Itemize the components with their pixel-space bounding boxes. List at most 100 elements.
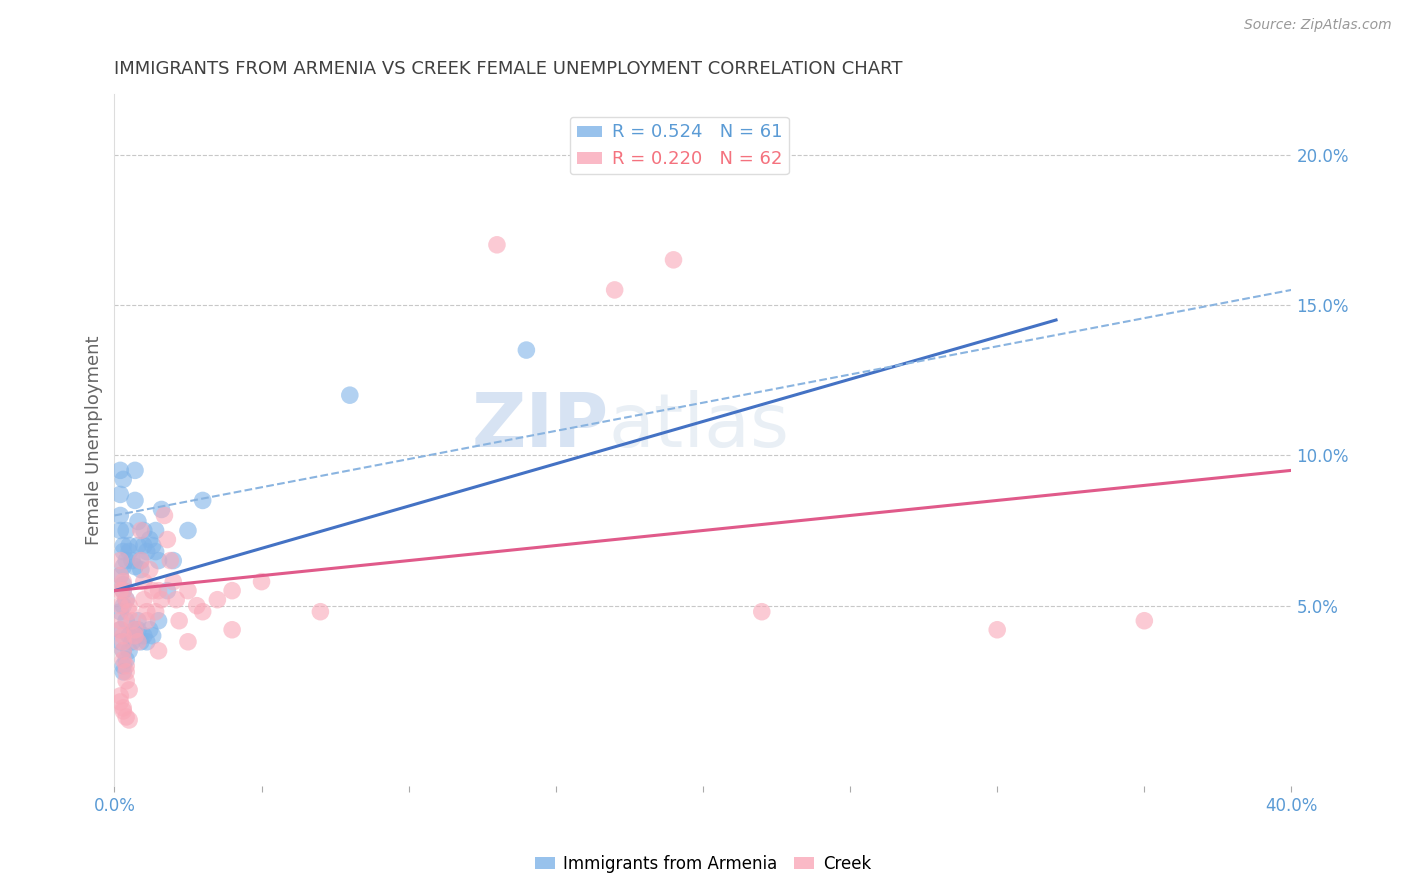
Point (118, 599, 141, 613)
Point (132, 592, 155, 607)
Point (112, 599, 135, 613)
Point (110, 623, 132, 637)
Point (115, 653, 138, 667)
Point (110, 614, 132, 628)
Point (110, 689, 132, 703)
Point (135, 634, 157, 648)
Point (156, 583, 179, 598)
Point (124, 623, 146, 637)
Point (124, 493, 146, 508)
Point (115, 592, 138, 607)
Point (112, 472, 135, 486)
Point (115, 658, 138, 673)
Point (132, 539, 155, 553)
Point (121, 614, 143, 628)
Point (110, 605, 132, 619)
Point (127, 614, 149, 628)
Point (115, 553, 138, 567)
Point (177, 583, 200, 598)
Point (129, 553, 152, 567)
Point (145, 524, 167, 538)
Point (159, 553, 181, 567)
Point (112, 701, 135, 715)
Point (121, 634, 143, 648)
Point (129, 563, 152, 577)
Point (112, 665, 135, 679)
Point (191, 493, 214, 508)
Point (165, 592, 187, 607)
Point (138, 623, 160, 637)
Point (485, 237, 508, 252)
Point (148, 553, 170, 567)
Point (110, 487, 132, 501)
Point (112, 559, 135, 574)
Point (118, 629, 141, 643)
Point (135, 544, 157, 558)
Point (167, 614, 190, 628)
Point (751, 605, 773, 619)
Point (138, 533, 160, 547)
Point (129, 524, 152, 538)
Point (110, 508, 132, 523)
Point (115, 673, 138, 688)
Point (118, 544, 141, 558)
Point (112, 544, 135, 558)
Y-axis label: Female Unemployment: Female Unemployment (86, 335, 103, 545)
Point (112, 653, 135, 667)
Point (112, 583, 135, 598)
Point (207, 592, 229, 607)
Point (110, 568, 132, 582)
Text: Source: ZipAtlas.com: Source: ZipAtlas.com (1244, 18, 1392, 32)
Point (112, 634, 135, 648)
Point (112, 574, 135, 589)
Point (110, 553, 132, 567)
Point (662, 252, 685, 267)
Point (124, 629, 146, 643)
Point (132, 629, 155, 643)
Point (110, 695, 132, 709)
Point (142, 583, 165, 598)
Point (115, 524, 138, 538)
Point (339, 388, 361, 402)
Point (110, 599, 132, 613)
Point (127, 515, 149, 529)
Point (118, 713, 141, 727)
Point (124, 623, 146, 637)
Point (112, 539, 135, 553)
Point (148, 644, 170, 658)
Point (986, 623, 1008, 637)
Text: IMMIGRANTS FROM ARMENIA VS CREEK FEMALE UNEMPLOYMENT CORRELATION CHART: IMMIGRANTS FROM ARMENIA VS CREEK FEMALE … (114, 60, 903, 78)
Point (186, 599, 208, 613)
Point (1133, 614, 1156, 628)
Point (145, 544, 167, 558)
Point (112, 583, 135, 598)
Point (118, 682, 141, 697)
Point (309, 605, 332, 619)
Point (110, 623, 132, 637)
Point (127, 539, 149, 553)
Point (132, 524, 155, 538)
Text: atlas: atlas (609, 390, 790, 463)
Point (221, 623, 243, 637)
Point (115, 592, 138, 607)
Point (156, 533, 179, 547)
Point (110, 568, 132, 582)
Point (121, 553, 143, 567)
Point (115, 614, 138, 628)
Point (110, 583, 132, 598)
Point (142, 629, 165, 643)
Point (177, 634, 200, 648)
Point (127, 623, 149, 637)
Point (124, 559, 146, 574)
Point (129, 553, 152, 567)
Point (110, 524, 132, 538)
Point (162, 574, 184, 589)
Point (112, 644, 135, 658)
Point (250, 574, 273, 589)
Legend: R = 0.524   N = 61, R = 0.220   N = 62: R = 0.524 N = 61, R = 0.220 N = 62 (569, 117, 789, 174)
Point (150, 502, 173, 516)
Point (127, 634, 149, 648)
Point (150, 592, 173, 607)
Point (515, 343, 537, 357)
Point (191, 605, 214, 619)
